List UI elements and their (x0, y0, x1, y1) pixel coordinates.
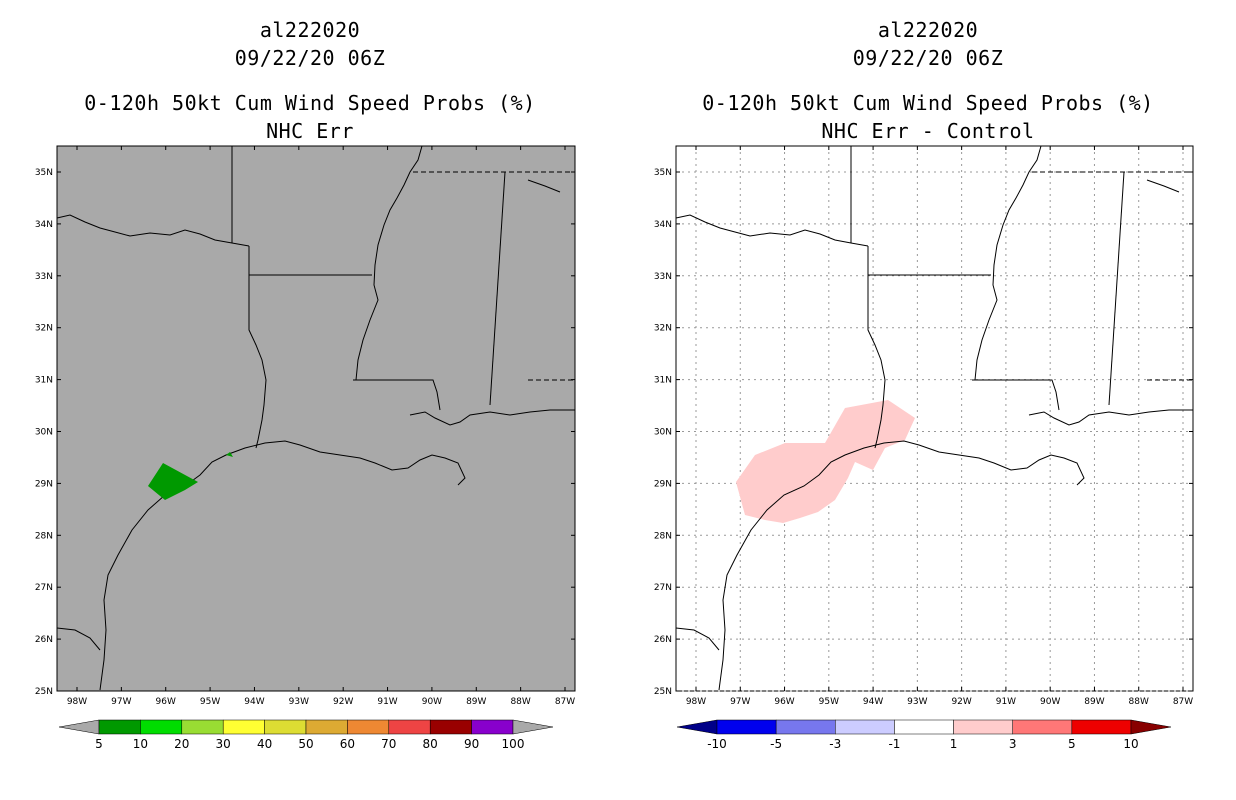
lat-label: 34N (35, 220, 53, 230)
lon-label: 91W (996, 697, 1016, 707)
colorbar-segment (775, 719, 836, 735)
colorbar-segment (716, 719, 777, 735)
colorbar-segment (894, 719, 954, 735)
colorbar-label: 30 (216, 737, 231, 751)
left-lon-ticks: 98W 97W 96W 95W 94W 93W 92W 91W 90W 89W 88W 87W (67, 146, 575, 707)
lat-label: 33N (35, 272, 53, 282)
lat-label: 29N (35, 479, 53, 489)
lon-label: 97W (730, 697, 750, 707)
lat-label: 31N (35, 376, 53, 386)
right-coastlines (675, 145, 1193, 691)
lat-label: 30N (35, 428, 53, 438)
left-prob-small (226, 452, 233, 457)
lon-label: 96W (774, 697, 794, 707)
colorbar-label: 5 (1068, 737, 1076, 751)
colorbar-segment (1071, 719, 1132, 735)
lat-label: 31N (654, 376, 672, 386)
lat-label: 32N (35, 324, 53, 334)
lon-label: 92W (333, 697, 353, 707)
left-subtitle: NHC Err (266, 119, 354, 143)
lat-label: 25N (35, 687, 53, 697)
right-subtitle: NHC Err - Control (821, 119, 1035, 143)
colorbar-label: 1 (950, 737, 958, 751)
lat-label: 35N (654, 168, 672, 178)
lon-label: 95W (819, 697, 839, 707)
colorbar-label: 60 (340, 737, 355, 751)
lon-label: 92W (951, 697, 971, 707)
lat-label: 28N (654, 531, 672, 541)
colorbar-label: 50 (298, 737, 313, 751)
colorbar-segment (953, 719, 1013, 735)
lon-label: 89W (1084, 697, 1104, 707)
lat-label: 30N (654, 428, 672, 438)
right-colorbar: -10 -5 -3 -1 1 3 5 10 (676, 719, 1172, 751)
lat-label: 28N (35, 531, 53, 541)
right-gridlines (676, 146, 1193, 692)
colorbar-label: 70 (381, 737, 396, 751)
lat-label: 27N (35, 583, 53, 593)
lon-label: 97W (111, 697, 131, 707)
colorbar-under-arrow (676, 719, 718, 735)
colorbar-label: -3 (829, 737, 841, 751)
colorbar-segment (835, 719, 895, 735)
right-datetime: 09/22/20 06Z (852, 46, 1004, 70)
lon-label: 93W (907, 697, 927, 707)
left-prob-contour (148, 463, 198, 500)
lat-label: 32N (654, 324, 672, 334)
right-diff-contour (736, 400, 915, 523)
lon-label: 91W (377, 697, 397, 707)
colorbar-label: -1 (888, 737, 900, 751)
lat-label: 35N (35, 168, 53, 178)
colorbar-label: 40 (257, 737, 272, 751)
lat-label: 29N (654, 479, 672, 489)
left-coastlines (56, 145, 575, 691)
lat-label: 25N (654, 687, 672, 697)
right-lon-ticks: 98W 97W 96W 95W 94W 93W 92W 91W 90W 89W 88W 87W (686, 146, 1193, 707)
colorbar-over-arrow (512, 719, 554, 735)
colorbar-label: 3 (1009, 737, 1017, 751)
colorbar-over-arrow (1130, 719, 1172, 735)
lon-label: 88W (1129, 697, 1149, 707)
lon-label: 95W (200, 697, 220, 707)
right-lat-ticks: 35N 34N 33N 32N 31N 30N 29N 28N 27N 26N 25N (654, 168, 1193, 697)
colorbar-label: 20 (174, 737, 189, 751)
colorbar-segment (1012, 719, 1073, 735)
left-colorbar: 5 10 20 30 40 50 60 70 80 90 100 (58, 719, 554, 751)
lon-label: 87W (555, 697, 575, 707)
lon-label: 90W (1040, 697, 1060, 707)
left-map: 35N 34N 33N 32N 31N 30N 29N 28N 27N 26N 25N 98W 97W… (35, 145, 576, 751)
colorbar-label: -10 (707, 737, 727, 751)
lat-label: 34N (654, 220, 672, 230)
right-product-title: 0-120h 50kt Cum Wind Speed Probs (%) (702, 91, 1154, 115)
colorbar-label: 10 (1123, 737, 1138, 751)
colorbar-label: 100 (502, 737, 525, 751)
colorbar-label: 80 (423, 737, 438, 751)
left-product-title: 0-120h 50kt Cum Wind Speed Probs (%) (84, 91, 536, 115)
lon-label: 93W (289, 697, 309, 707)
colorbar-label: 90 (464, 737, 479, 751)
lon-label: 98W (686, 697, 706, 707)
left-lat-ticks: 35N 34N 33N 32N 31N 30N 29N 28N 27N 26N 25N (35, 168, 575, 697)
lon-label: 90W (422, 697, 442, 707)
colorbar-label: -5 (770, 737, 782, 751)
lon-label: 96W (156, 697, 176, 707)
lon-label: 98W (67, 697, 87, 707)
left-map-background (56, 145, 576, 692)
colorbar-label: 10 (133, 737, 148, 751)
lon-label: 89W (466, 697, 486, 707)
right-map-background (675, 145, 1194, 692)
lon-label: 94W (244, 697, 264, 707)
lat-label: 26N (654, 635, 672, 645)
lat-label: 27N (654, 583, 672, 593)
lat-label: 33N (654, 272, 672, 282)
lon-label: 94W (863, 697, 883, 707)
colorbar-label: 5 (95, 737, 103, 751)
lat-label: 26N (35, 635, 53, 645)
right-storm-id: al222020 (877, 18, 979, 42)
left-datetime: 09/22/20 06Z (234, 46, 386, 70)
lon-label: 88W (510, 697, 530, 707)
left-storm-id: al222020 (259, 18, 361, 42)
lon-label: 87W (1173, 697, 1193, 707)
